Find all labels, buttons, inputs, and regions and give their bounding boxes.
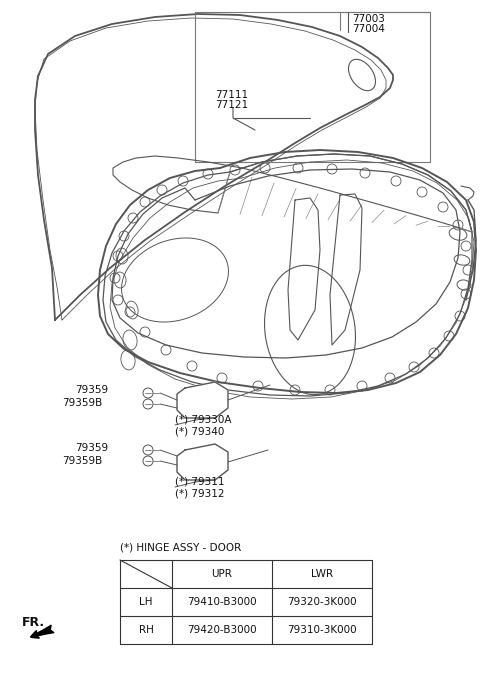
Text: 79359: 79359 (75, 385, 108, 395)
Text: 77003: 77003 (352, 14, 385, 24)
Polygon shape (177, 444, 228, 480)
Text: (*) 79340: (*) 79340 (175, 426, 224, 436)
Text: LWR: LWR (311, 569, 333, 579)
Text: RH: RH (139, 625, 154, 635)
Text: 77111: 77111 (215, 90, 248, 100)
Text: (*) 79330A: (*) 79330A (175, 415, 231, 425)
Text: 79310-3K000: 79310-3K000 (287, 625, 357, 635)
Text: LH: LH (139, 597, 153, 607)
Text: 79359B: 79359B (62, 456, 102, 466)
Text: FR.: FR. (22, 616, 45, 628)
Text: 77121: 77121 (215, 100, 248, 110)
Text: 77004: 77004 (352, 24, 385, 34)
Text: UPR: UPR (212, 569, 232, 579)
Text: 79359B: 79359B (62, 398, 102, 408)
Text: 79359: 79359 (75, 443, 108, 453)
Polygon shape (177, 382, 228, 418)
Text: 79410-B3000: 79410-B3000 (187, 597, 257, 607)
Text: 79320-3K000: 79320-3K000 (287, 597, 357, 607)
Text: (*) 79311: (*) 79311 (175, 477, 225, 487)
Text: (*) HINGE ASSY - DOOR: (*) HINGE ASSY - DOOR (120, 542, 241, 552)
Text: (*) 79312: (*) 79312 (175, 488, 225, 498)
Text: 79420-B3000: 79420-B3000 (187, 625, 257, 635)
